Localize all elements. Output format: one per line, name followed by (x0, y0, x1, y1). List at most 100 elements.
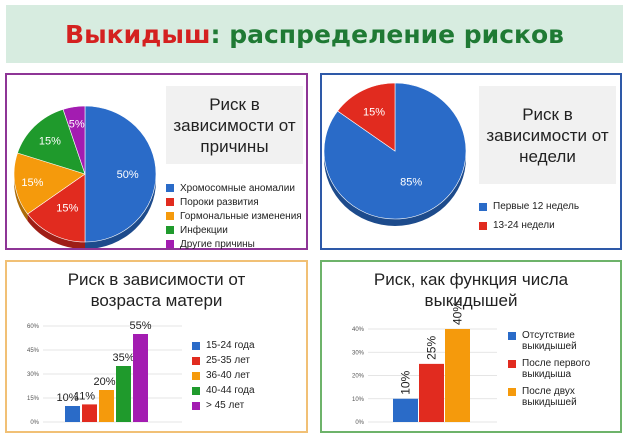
count-tick-label: 0% (355, 420, 364, 426)
week-legend-swatch (479, 202, 487, 211)
age-legend-item: 25-35 лет (192, 353, 255, 368)
cause-legend-swatch (166, 184, 174, 192)
age-bar-1 (82, 404, 97, 422)
age-legend-item: > 45 лет (192, 398, 255, 413)
age-legend-item: 40-44 года (192, 383, 255, 398)
week-legend-label: 13-24 недели (493, 220, 555, 231)
age-legend-item: 36-40 лет (192, 368, 255, 383)
week-data-label: 85% (400, 176, 422, 188)
cause-slice-3 (17, 108, 86, 175)
count-bar-2 (445, 329, 470, 422)
age-legend-label: 25-35 лет (206, 355, 250, 366)
count-legend-swatch (508, 388, 516, 396)
cause-legend-label: Инфекции (180, 224, 228, 236)
cause-legend-label: Гормональные изменения (180, 210, 302, 222)
chart-title-cause: Риск в зависимости от причины (166, 86, 303, 164)
chart-title-count: Риск, как функция числа выкидышей (373, 270, 569, 310)
age-legend-swatch (192, 371, 200, 380)
cause-data-label: 5% (69, 119, 85, 131)
week-legend-label: Первые 12 недель (493, 201, 580, 212)
page-title-highlight: Выкидыш (65, 19, 211, 49)
cause-slice-side (27, 213, 85, 248)
age-data-label: 35% (112, 352, 134, 364)
count-legend-label: Отсутствие выкидышей (522, 330, 577, 352)
age-tick-label: 0% (30, 420, 39, 426)
count-tick-label: 10% (352, 397, 365, 403)
panel-cause: 50% 15% 15% 15% 5% Риск в зависимости от при… (5, 73, 308, 250)
age-tick-label: 60% (27, 324, 40, 330)
cause-slice-4 (62, 105, 86, 175)
page-title: Выкидыш: распределение рисков (6, 5, 623, 63)
bar-chart-age: 0% 15% 30% 45% 60% 10%11% 20% 35% 55% (27, 320, 182, 426)
chart-title-week: Риск в зависимости от недели (479, 86, 616, 184)
week-legend-item: 13-24 недели (479, 216, 579, 235)
cause-legend-swatch (166, 212, 174, 220)
cause-legend-label: Другие причины (180, 238, 255, 250)
week-slice-1 (337, 82, 396, 152)
bar-chart-count: 0% 10% 20% 30% 40% 10% 25% 40% (352, 301, 497, 426)
cause-legend-swatch (166, 240, 174, 248)
age-data-label: 10% (56, 392, 78, 404)
age-legend-label: 15-24 года (206, 340, 255, 351)
age-data-label: 11% (74, 390, 95, 402)
legend-cause: Хромосомные аномалии Пороки развития Гормо… (166, 181, 302, 251)
panel-week: 85% 15% Риск в зависимости от недели Перв… (320, 73, 622, 250)
count-legend-swatch (508, 360, 516, 368)
cause-legend-label: Хромосомные аномалии (180, 182, 295, 194)
age-legend-label: > 45 лет (206, 400, 245, 411)
pie-chart-cause: 50% 15% 15% 15% 5% (13, 105, 157, 248)
age-legend-swatch (192, 341, 200, 350)
age-legend-swatch (192, 401, 200, 410)
age-tick-label: 15% (27, 396, 40, 402)
cause-data-label: 15% (39, 135, 61, 147)
count-tick-label: 20% (352, 374, 365, 380)
count-legend-label: После двух выкидышей (522, 386, 577, 408)
cause-slice-2 (13, 152, 86, 215)
cause-data-label: 15% (56, 202, 78, 214)
week-legend-swatch (479, 221, 487, 230)
panel-age: Риск в зависимости от возраста матери 0%… (5, 260, 308, 433)
count-legend-item: Отсутствие выкидышей (508, 330, 590, 352)
age-legend-swatch (192, 356, 200, 365)
week-data-label: 15% (363, 107, 385, 119)
cause-legend-item: Инфекции (166, 223, 302, 237)
age-legend-item: 15-24 года (192, 338, 255, 353)
count-bar-1 (419, 363, 444, 422)
cause-legend-item: Хромосомные аномалии (166, 181, 302, 195)
week-legend-item: Первые 12 недель (479, 197, 579, 216)
panel-count: Риск, как функция числа выкидышей 0% 10% 2… (320, 260, 622, 433)
count-bar-0 (393, 398, 418, 422)
legend-week: Первые 12 недель 13-24 недели (479, 197, 579, 235)
page-title-rest: : распределение рисков (210, 19, 564, 49)
count-legend-item: После первого выкидыша (508, 358, 590, 380)
cause-legend-item: Пороки развития (166, 195, 302, 209)
cause-legend-swatch (166, 226, 174, 234)
age-data-label: 20% (93, 376, 115, 388)
cause-legend-item: Другие причины (166, 237, 302, 251)
cause-legend-swatch (166, 198, 174, 206)
count-data-label: 10% (399, 370, 413, 394)
cause-data-label: 15% (21, 177, 43, 189)
age-bar-2 (99, 390, 114, 422)
legend-age: 15-24 года 25-35 лет 36-40 лет 40-44 года > … (192, 338, 255, 413)
cause-data-label: 50% (117, 169, 139, 181)
age-legend-label: 36-40 лет (206, 370, 250, 381)
age-legend-label: 40-44 года (206, 385, 255, 396)
age-bar-4 (133, 334, 148, 422)
cause-legend-item: Гормональные изменения (166, 209, 302, 223)
age-data-label: 55% (129, 320, 151, 332)
cause-legend-label: Пороки развития (180, 196, 259, 208)
count-tick-label: 40% (352, 327, 365, 333)
pie-chart-week: 85% 15% (323, 82, 467, 226)
count-legend-swatch (508, 332, 516, 340)
age-bar-0 (65, 406, 80, 422)
legend-count: Отсутствие выкидышей После первого выкиды… (508, 330, 590, 414)
cause-slice-0 (84, 105, 157, 243)
age-legend-swatch (192, 386, 200, 395)
cause-slice-1 (27, 173, 86, 243)
count-data-label: 25% (425, 336, 439, 360)
chart-title-age: Риск в зависимости от возраста матери (67, 270, 246, 310)
count-legend-item: После двух выкидышей (508, 386, 590, 408)
count-tick-label: 30% (352, 350, 365, 356)
count-data-label: 40% (451, 301, 465, 325)
